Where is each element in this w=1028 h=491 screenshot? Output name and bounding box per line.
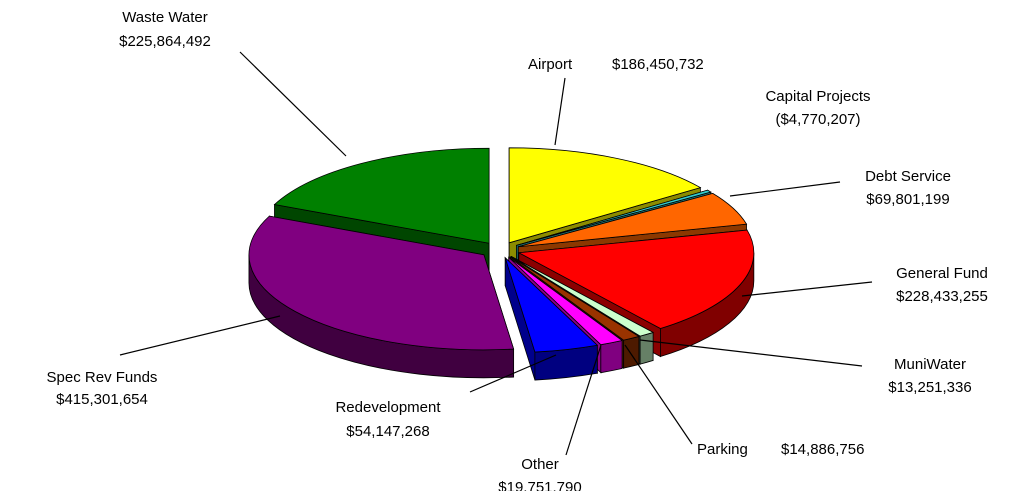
leader-line xyxy=(554,77,566,146)
category-label: Airport xyxy=(528,56,573,73)
value-label: $13,251,336 xyxy=(888,379,971,396)
slice xyxy=(248,215,515,351)
category-label: Other xyxy=(521,456,559,473)
slice xyxy=(504,256,599,353)
category-label: Capital Projects xyxy=(765,88,870,105)
slice-side xyxy=(600,339,623,374)
category-label: Parking xyxy=(697,441,748,458)
leader-line xyxy=(119,315,281,356)
category-label: Waste Water xyxy=(122,9,208,26)
slice xyxy=(273,147,490,244)
value-label: $415,301,654 xyxy=(56,391,148,408)
value-label: ($4,770,207) xyxy=(775,111,860,128)
value-label: $69,801,199 xyxy=(866,191,949,208)
slice-side xyxy=(639,331,654,365)
slice xyxy=(508,147,702,244)
slice-group xyxy=(248,215,515,379)
category-label: Redevelopment xyxy=(335,399,441,416)
value-label: $14,886,756 xyxy=(781,441,864,458)
value-label: $19,751,790 xyxy=(498,479,581,491)
category-label: Spec Rev Funds xyxy=(47,369,158,386)
leader-line xyxy=(729,181,841,197)
leader-line xyxy=(239,51,347,157)
category-label: General Fund xyxy=(896,265,988,282)
leader-line xyxy=(469,354,557,393)
category-label: MuniWater xyxy=(894,356,966,373)
slice xyxy=(516,189,712,246)
value-label: $54,147,268 xyxy=(346,423,429,440)
slice xyxy=(511,256,655,337)
slice xyxy=(510,256,640,341)
slice xyxy=(508,256,624,346)
value-label: $225,864,492 xyxy=(119,33,211,50)
value-label: $186,450,732 xyxy=(612,56,704,73)
slice-side xyxy=(623,335,640,369)
category-label: Debt Service xyxy=(865,168,951,185)
leader-line xyxy=(741,281,873,297)
leader-line xyxy=(624,344,693,445)
slice xyxy=(517,229,755,329)
leader-line xyxy=(639,339,863,367)
slice-group xyxy=(504,256,599,381)
slice xyxy=(518,192,748,248)
value-label: $228,433,255 xyxy=(896,288,988,305)
leader-line xyxy=(565,344,602,456)
